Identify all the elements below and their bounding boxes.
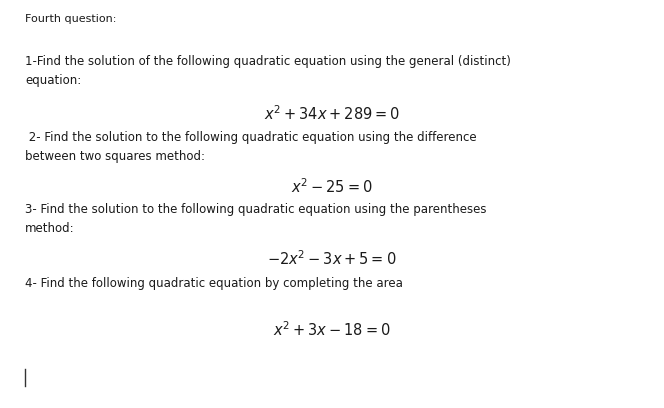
Text: Fourth question:: Fourth question: bbox=[25, 14, 117, 24]
Text: 1-Find the solution of the following quadratic equation using the general (disti: 1-Find the solution of the following qua… bbox=[25, 55, 511, 87]
Text: $x^2 - 25 = 0$: $x^2 - 25 = 0$ bbox=[291, 177, 373, 196]
Text: 3- Find the solution to the following quadratic equation using the parentheses
m: 3- Find the solution to the following qu… bbox=[25, 203, 487, 235]
Text: 2- Find the solution to the following quadratic equation using the difference
be: 2- Find the solution to the following qu… bbox=[25, 131, 477, 162]
Text: $-2x^2 - 3x + 5 = 0$: $-2x^2 - 3x + 5 = 0$ bbox=[268, 250, 396, 268]
Text: $x^2 + 3x - 18 = 0$: $x^2 + 3x - 18 = 0$ bbox=[273, 320, 391, 339]
Text: $x^2 + 34x + 289 = 0$: $x^2 + 34x + 289 = 0$ bbox=[264, 104, 400, 123]
Text: 4- Find the following quadratic equation by completing the area: 4- Find the following quadratic equation… bbox=[25, 277, 403, 290]
